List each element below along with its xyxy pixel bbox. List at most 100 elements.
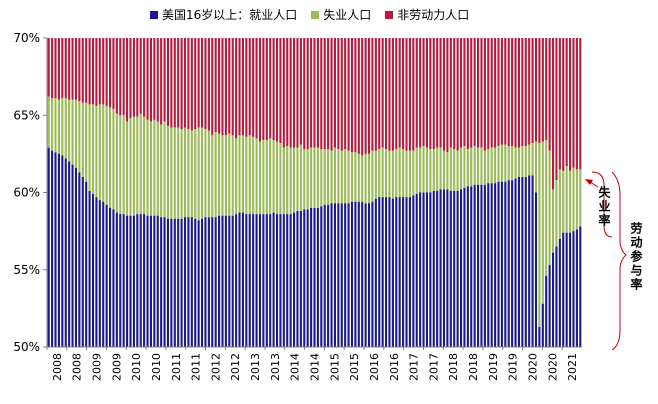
bar-not-in-labor-force [221,38,224,136]
bar-unemployed [47,96,50,148]
bar-employed [81,177,84,347]
bar-employed [228,215,231,347]
bar-unemployed [57,99,60,154]
bar-employed [347,203,350,347]
bar-employed [446,189,449,347]
bar-not-in-labor-force [579,38,582,170]
bar-employed [129,215,132,347]
bar-not-in-labor-force [88,38,91,105]
bar-employed [555,246,558,347]
bar-employed [126,215,129,347]
bar-unemployed [224,135,227,216]
bar-unemployed [235,138,238,215]
bar-unemployed [425,147,429,193]
x-tick-label: 2009 [110,353,123,381]
bar-not-in-labor-force [354,38,357,153]
legend-swatch-employed [150,10,158,19]
bar-employed [459,189,463,347]
bar-not-in-labor-force [54,38,57,99]
bar-not-in-labor-force [214,38,217,133]
legend-label-not-in-labor-force: 非劳动力人口 [397,8,470,22]
bar-unemployed [480,147,483,185]
bar-unemployed [395,149,398,198]
unemployment-arrow-head [585,179,593,185]
bar-not-in-labor-force [132,38,135,117]
bar-not-in-labor-force [391,38,394,151]
bar-not-in-labor-force [204,38,207,130]
bar-not-in-labor-force [419,38,422,148]
bar-unemployed [483,150,486,185]
bar-not-in-labor-force [119,38,122,116]
bar-unemployed [507,146,510,181]
bar-employed [245,214,248,347]
bar-unemployed [74,99,78,168]
bar-employed [286,214,289,347]
bar-not-in-labor-force [98,38,101,105]
bar-not-in-labor-force [228,38,231,134]
bar-not-in-labor-force [272,38,275,140]
bar-unemployed [245,136,248,215]
bar-not-in-labor-force [310,38,313,148]
bar-unemployed [51,98,54,151]
bar-not-in-labor-force [224,38,227,136]
bar-not-in-labor-force [112,38,115,110]
bar-employed [323,204,326,347]
bar-employed [545,275,548,347]
bar-unemployed [429,149,432,193]
x-tick-label: 2011 [170,353,183,381]
bar-employed [572,231,575,348]
bar-unemployed [446,152,449,190]
y-tick-label: 50% [13,340,40,354]
bar-unemployed [374,150,377,199]
bar-unemployed [136,116,139,215]
bar-unemployed [320,149,323,207]
bar-employed [575,229,578,347]
bar-employed [112,209,115,347]
bar-employed [200,218,204,347]
bar-employed [477,184,480,347]
bar-employed [194,218,197,347]
bar-employed [521,177,524,347]
bar-not-in-labor-force [350,38,354,153]
bar-employed [211,217,214,347]
legend-item-not-in-labor-force: 非劳动力人口 [385,6,469,23]
bar-employed [487,183,490,347]
x-tick-label: 2015 [348,353,361,381]
bar-not-in-labor-force [269,38,272,139]
bar-unemployed [279,143,282,215]
bar-unemployed [405,150,408,198]
bar-not-in-labor-force [473,38,476,147]
bar-not-in-labor-force [337,38,340,150]
bar-not-in-labor-force [565,38,568,167]
bar-unemployed [555,180,558,247]
bar-not-in-labor-force [388,38,391,151]
bar-employed [429,192,432,347]
bar-unemployed [470,147,473,187]
annotations-group [585,171,627,351]
bar-not-in-labor-force [81,38,84,103]
bar-employed [439,189,442,347]
bar-not-in-labor-force [436,38,439,148]
bar-employed [408,197,411,347]
bar-employed [180,218,183,347]
bar-unemployed [551,189,555,253]
bar-unemployed [436,147,439,191]
bar-not-in-labor-force [238,38,241,136]
bar-employed [371,201,374,347]
bar-unemployed [432,149,435,191]
bar-not-in-labor-force [459,38,463,148]
bar-not-in-labor-force [235,38,238,139]
bar-employed [102,201,105,347]
bar-employed [480,184,483,347]
bar-not-in-labor-force [487,38,490,150]
x-axis: 2008 2008 2009 2009 2010 2010 2011 2011 2012 2012… [46,346,582,381]
bar-not-in-labor-force [528,38,531,145]
bar-unemployed [252,136,255,215]
bar-not-in-labor-force [279,38,282,144]
bar-unemployed [313,147,316,208]
bar-employed [357,201,360,347]
bar-employed [252,214,255,347]
bar-not-in-labor-force [555,38,558,181]
bar-employed [149,215,152,347]
bar-not-in-labor-force [507,38,510,147]
